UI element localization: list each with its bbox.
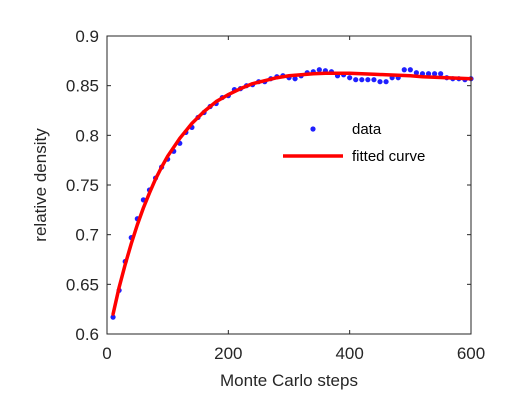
data-point [371,77,377,83]
y-tick-label: 0.85 [66,77,99,96]
data-point [438,71,444,77]
data-point [353,77,359,83]
x-tick-label: 200 [214,344,242,363]
data-point [347,75,353,81]
y-tick-label: 0.65 [66,275,99,294]
y-tick-label: 0.8 [75,126,99,145]
data-point [383,79,389,85]
legend-marker-data [310,126,316,132]
data-point [365,77,371,83]
fitted-curve-line [111,71,473,316]
data-point [359,77,365,83]
data-point [110,314,116,320]
x-tick-label: 400 [335,344,363,363]
y-axis-label: relative density [31,128,50,242]
y-tick-label: 0.7 [75,226,99,245]
data-point [401,67,407,73]
data-point [407,67,413,73]
data-point [292,76,298,82]
legend-label-data: data [352,121,382,138]
legend: data fitted curve [283,121,425,165]
plot-background [107,36,471,334]
legend-label-fitted-curve: fitted curve [352,148,425,165]
y-tick-label: 0.75 [66,176,99,195]
x-axis-label: Monte Carlo steps [220,371,358,390]
series-layer [110,67,474,320]
data-point [432,71,438,77]
data-point [377,79,383,85]
y-tick-label: 0.6 [75,325,99,344]
data-point [413,70,419,76]
y-tick-label: 0.9 [75,27,99,46]
data-point [425,71,432,77]
data-point [316,67,322,73]
tick-layer: 0 200 400 600 0.6 0.65 0.7 0.75 0.8 0.85 0.9 [66,27,485,363]
x-tick-label: 0 [102,344,111,363]
x-tick-label: 600 [457,344,485,363]
